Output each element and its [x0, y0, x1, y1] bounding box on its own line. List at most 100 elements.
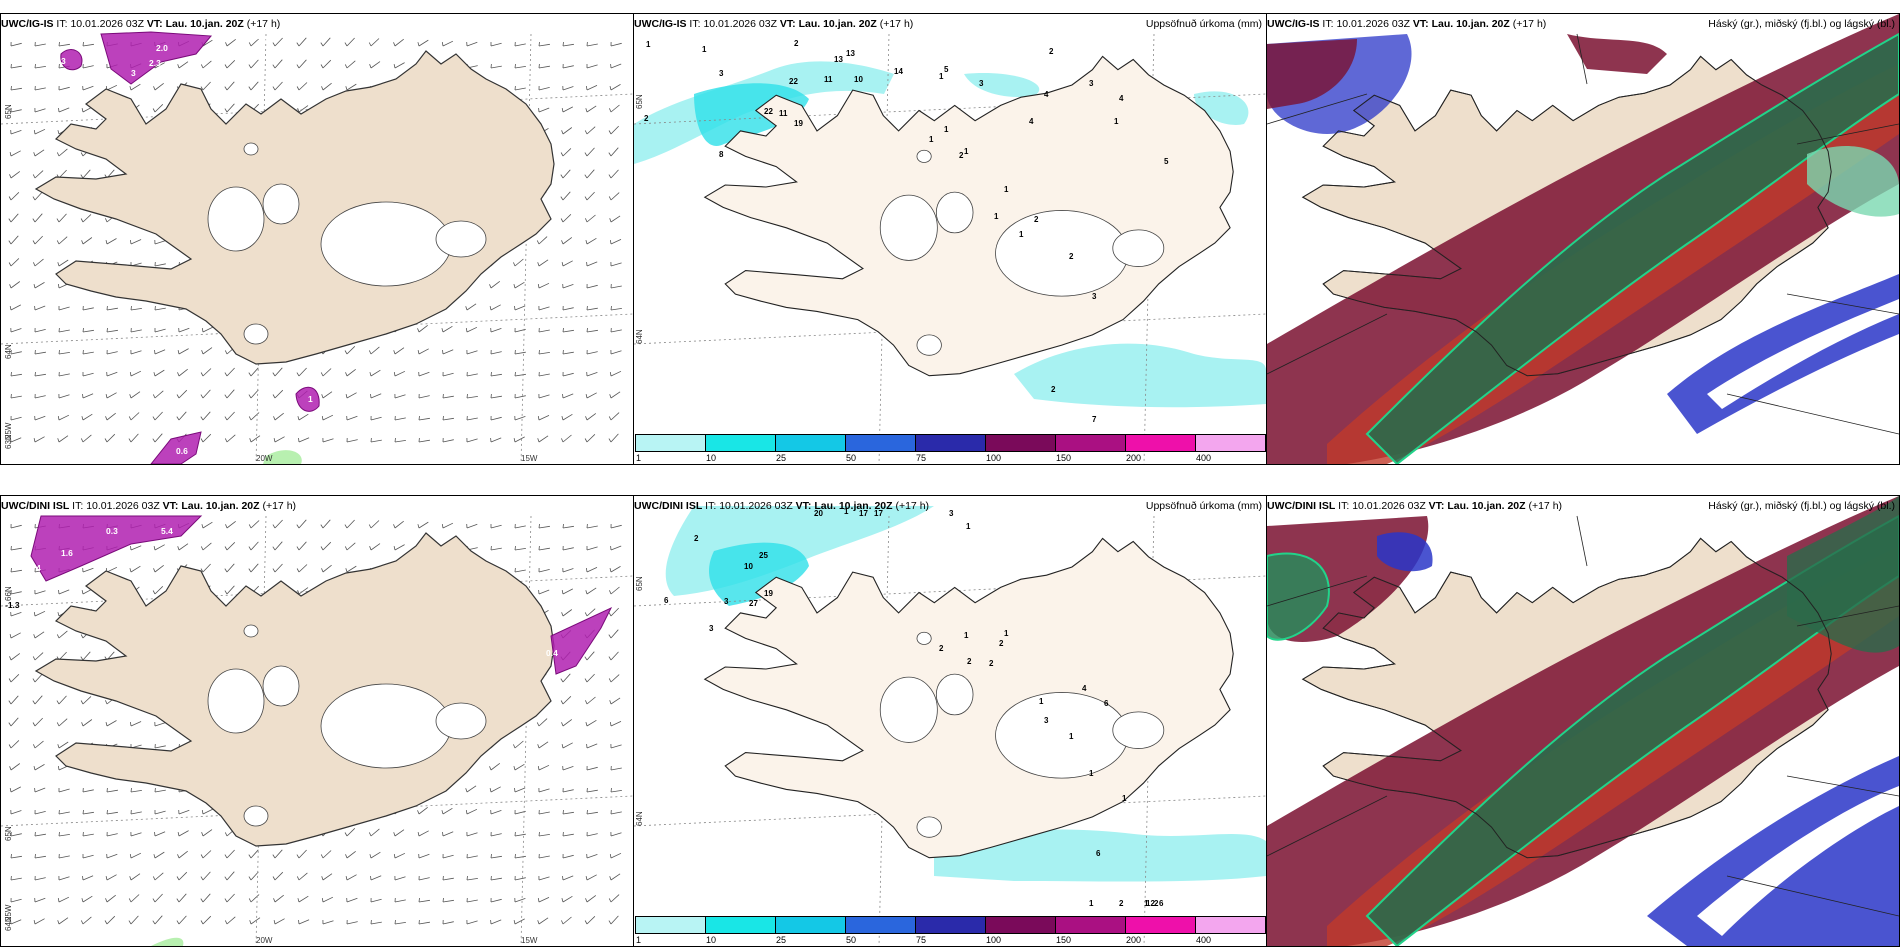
panel-wind-r2[interactable]: 1.6 0.3 5.4 4 2.1 0.4 -1.3 66N 65N 64N 25W 20W 15W U… — [0, 495, 634, 947]
wind-barb — [10, 437, 22, 443]
wind-barb — [105, 412, 116, 421]
precip-value-label: 2 — [1119, 899, 1124, 908]
wind-barb — [561, 895, 573, 903]
wind-barb — [154, 239, 166, 245]
wind-barb — [33, 436, 45, 443]
wind-barb — [584, 169, 595, 179]
wind-barb — [513, 763, 525, 771]
model-name: UWC/IG-IS — [1, 18, 54, 30]
wind-barb — [608, 674, 620, 683]
wind-barb — [586, 327, 598, 333]
wind-barb — [610, 809, 622, 815]
wind-barb — [200, 411, 211, 421]
panel-cloud-r2[interactable]: UWC/DINI ISL IT: 10.01.2026 03Z VT: Lau.… — [1266, 495, 1900, 947]
precip-shading — [550, 606, 613, 675]
wind-barb — [8, 213, 19, 223]
colorbar-swatch — [1195, 916, 1266, 934]
glacier — [1112, 229, 1165, 267]
precip-value-label: 14 — [894, 67, 903, 76]
wind-barb — [345, 850, 356, 859]
temperature-label: 3.3 — [256, 36, 268, 46]
wind-barb — [154, 305, 166, 311]
wind-barb — [10, 415, 22, 421]
glacier — [207, 186, 265, 252]
wind-barb — [32, 652, 44, 661]
wind-barb — [466, 349, 478, 355]
colorbar-tick-label: 150 — [1056, 453, 1072, 463]
wind-barb — [106, 327, 118, 333]
colorbar-tick-label: 400 — [1196, 453, 1212, 463]
wind-barb — [538, 831, 550, 837]
panel-cloud-r1[interactable]: UWC/IG-IS IT: 10.01.2026 03Z VT: Lau. 10… — [1266, 13, 1900, 465]
wind-barb — [538, 327, 550, 333]
wind-barb — [608, 147, 619, 157]
wind-barb — [33, 258, 44, 267]
wind-barb — [152, 872, 164, 881]
wind-barb — [585, 587, 597, 595]
wind-barb — [344, 519, 355, 529]
wind-barb — [248, 849, 259, 859]
wind-barb — [82, 372, 94, 377]
wind-barb — [10, 393, 22, 399]
wind-barb — [82, 305, 94, 311]
latitude-label: 65N — [635, 94, 644, 109]
wind-barb — [561, 260, 573, 267]
wind-barb — [201, 347, 213, 355]
wind-barb — [178, 327, 190, 333]
wind-barb — [610, 545, 622, 551]
wind-barb — [609, 391, 621, 399]
wind-barb — [490, 897, 502, 903]
wind-barb — [106, 809, 118, 815]
wind-barb — [128, 894, 140, 903]
wind-barb — [201, 808, 214, 815]
precip-shading — [150, 431, 202, 464]
wind-barb — [585, 214, 596, 223]
it-label: IT: — [689, 18, 701, 30]
wind-barb — [200, 563, 211, 573]
wind-barb — [441, 40, 454, 47]
wind-barb — [130, 349, 142, 355]
wind-barb — [129, 391, 141, 399]
wind-barb — [610, 765, 622, 771]
wind-barb — [34, 415, 46, 421]
wind-barb — [393, 544, 405, 551]
glacier — [435, 220, 487, 258]
precip-value-label: 6 — [1096, 849, 1101, 858]
wind-barb — [321, 896, 334, 903]
colorbar-swatch — [705, 434, 776, 452]
wind-barb — [320, 368, 332, 377]
wind-barb — [57, 741, 69, 749]
wind-barb — [560, 696, 572, 705]
precip-value-label: 4 — [1082, 684, 1087, 693]
glacier — [916, 334, 942, 356]
wind-barb — [466, 831, 478, 837]
wind-barb — [610, 523, 622, 529]
wind-barb — [562, 545, 574, 551]
wind-barb — [418, 371, 430, 377]
it-value: 10.01.2026 03Z — [719, 500, 793, 512]
wind-barb — [106, 787, 118, 793]
latitude-label: 65N — [4, 104, 13, 119]
wind-barb — [586, 765, 598, 771]
wind-barb — [466, 371, 478, 377]
wind-barb — [296, 82, 308, 91]
wind-barb — [608, 607, 619, 617]
wind-barb — [129, 370, 142, 377]
wind-barb — [562, 765, 574, 771]
wind-barb — [322, 919, 334, 925]
panel-precip-r1[interactable]: 1 1 2 13 13 3 10 14 5 22 19 22 11 8 2 11 1 2 3 4 3 4 4 1 1 1 2 1 1 1 2… — [633, 13, 1267, 465]
panel-wind-r1[interactable]: 2.0 3.3 3 2.3 0.6 1 3 65N 64N 63N 25W 20W 15W UWC/IG… — [0, 13, 634, 465]
wind-barb — [58, 41, 70, 47]
cloud-map-r2 — [1267, 496, 1899, 946]
wind-barb — [297, 587, 309, 595]
wind-barb — [296, 564, 308, 573]
panel-precip-r2[interactable]: 2 20 17 17 3 1 6 10 25 27 19 3 3 1 1 1 2 2 2 2 1 3 6 4 1 1 1 1 2 2 12 6… — [633, 495, 1267, 947]
wind-barb — [513, 436, 525, 443]
precip-value-label: 1 — [1114, 117, 1119, 126]
glacier — [243, 323, 269, 345]
wind-barb — [418, 415, 430, 421]
wind-barb — [8, 740, 20, 749]
wind-barb — [105, 874, 117, 881]
wind-barb — [394, 919, 406, 925]
wind-barb — [586, 546, 598, 551]
